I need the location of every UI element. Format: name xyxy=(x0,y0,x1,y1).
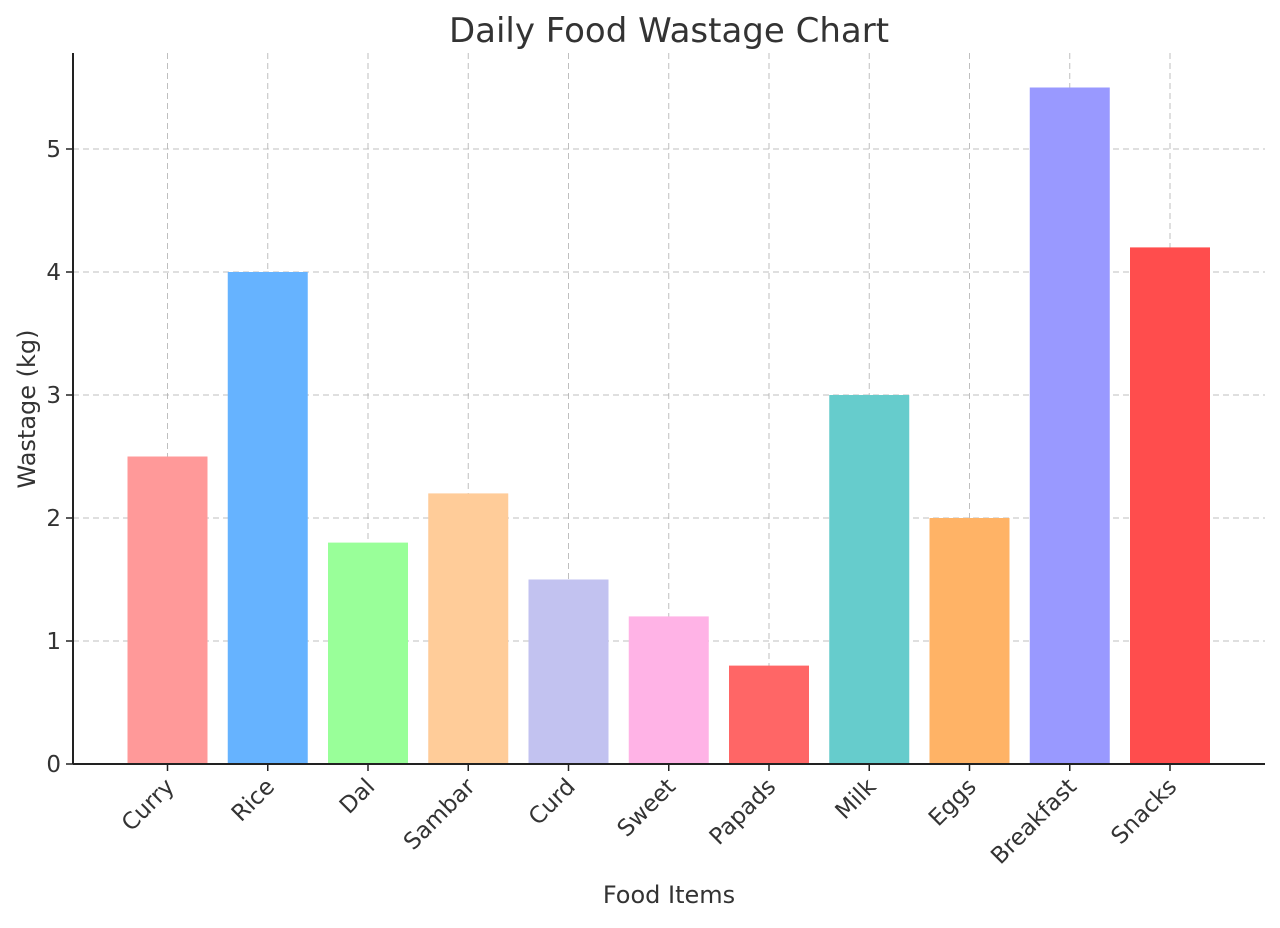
bar-dal xyxy=(328,542,408,764)
y-tick-label: 1 xyxy=(46,629,61,655)
bar-curry xyxy=(127,456,208,764)
bar-breakfast xyxy=(1029,87,1110,764)
bar-snacks xyxy=(1130,247,1210,764)
x-tick-label: Snacks xyxy=(1106,774,1182,850)
y-tick-label: 0 xyxy=(46,752,61,778)
x-tick-label: Dal xyxy=(335,774,380,819)
x-tick-label: Breakfast xyxy=(986,774,1082,870)
y-tick-label: 5 xyxy=(46,137,61,163)
bar-eggs xyxy=(929,518,1010,764)
bar-rice xyxy=(227,272,308,764)
y-ticks: 0 1 2 3 4 5 xyxy=(46,137,73,778)
x-tick-label: Papads xyxy=(705,774,782,851)
x-tick-label: Rice xyxy=(227,774,280,827)
chart-title: Daily Food Wastage Chart xyxy=(449,11,889,51)
y-tick-label: 3 xyxy=(46,383,61,409)
x-tick-label: Sweet xyxy=(613,774,681,842)
bar-papads xyxy=(729,665,809,764)
bar-sweet xyxy=(628,616,709,764)
y-axis-label: Wastage (kg) xyxy=(13,329,41,488)
x-tick-label: Curd xyxy=(524,774,581,831)
x-tick-label: Eggs xyxy=(924,774,982,832)
y-tick-label: 2 xyxy=(46,506,61,532)
x-tick-label: Milk xyxy=(831,773,882,824)
y-tick-label: 4 xyxy=(46,260,61,286)
x-axis-label: Food Items xyxy=(603,881,735,909)
x-ticks: Curry Rice Dal Sambar Curd Sweet Papads Milk Egg… xyxy=(117,764,1182,870)
x-tick-label: Curry xyxy=(117,774,180,837)
x-tick-label: Sambar xyxy=(399,773,481,855)
bar-sambar xyxy=(428,493,509,764)
bar-milk xyxy=(829,395,910,764)
bar-curd xyxy=(528,579,609,764)
bars-layer xyxy=(127,87,1210,764)
